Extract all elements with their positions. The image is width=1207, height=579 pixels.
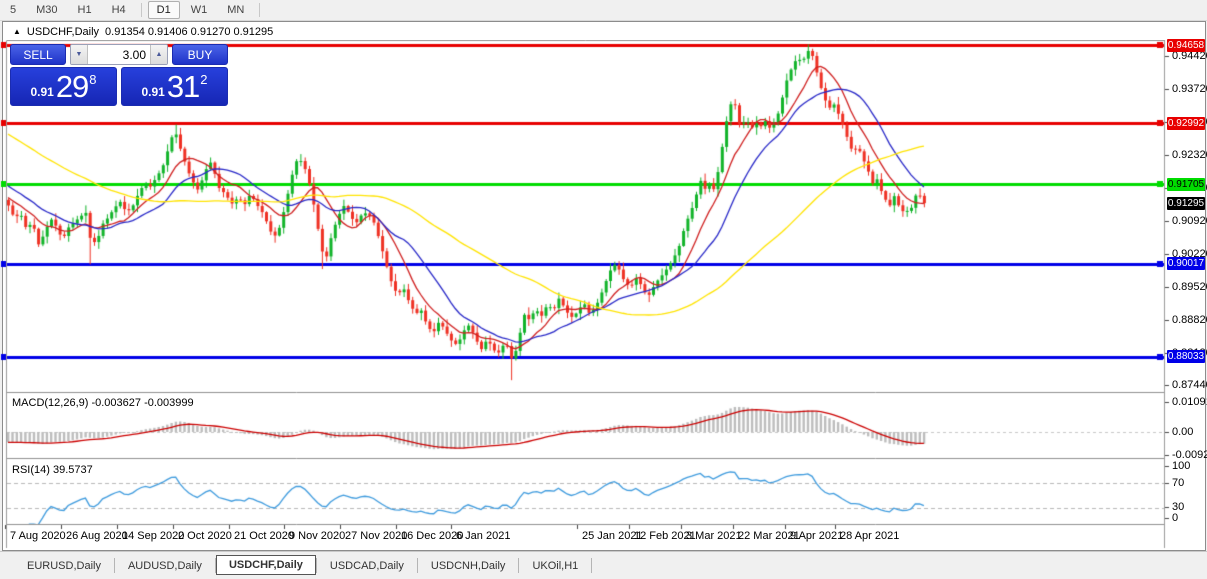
date-label: 25 Jan 2021 xyxy=(582,530,643,542)
rsi-axis-tick: 30 xyxy=(1172,501,1185,513)
date-label: 3 Mar 2021 xyxy=(686,530,742,542)
tab-separator xyxy=(416,558,418,573)
macd-axis-tick: -0.009225 xyxy=(1172,449,1207,461)
chart-title-bar[interactable]: ▲ USDCHF,Daily 0.91354 0.91406 0.91270 0… xyxy=(3,23,1173,40)
tab-usdchf-daily[interactable]: USDCHF,Daily xyxy=(215,554,316,575)
buy-price-pips: 31 xyxy=(166,68,200,104)
macd-axis-tick: 0.00 xyxy=(1172,426,1194,438)
rsi-label: RSI(14) 39.5737 xyxy=(12,464,93,476)
price-badge-current: 0.91295 xyxy=(1167,196,1205,210)
price-badge-level: 0.94658 xyxy=(1167,38,1205,52)
rsi-axis-tick: 0 xyxy=(1172,512,1179,524)
price-badge-level: 0.92992 xyxy=(1167,116,1205,130)
date-label: 2 Oct 2020 xyxy=(178,530,232,542)
collapse-triangle-icon: ▲ xyxy=(13,27,21,36)
price-axis[interactable]: 0.944200.937200.930200.923200.916200.909… xyxy=(1166,38,1207,548)
tab-separator xyxy=(113,558,115,573)
volume-decrease-button[interactable]: ▼ xyxy=(71,45,88,64)
date-label: 16 Dec 2020 xyxy=(401,530,464,542)
date-label: 28 Apr 2021 xyxy=(840,530,900,542)
volume-input[interactable] xyxy=(88,45,150,64)
tab-separator xyxy=(591,558,593,573)
date-label: 12 Feb 2021 xyxy=(634,530,696,542)
chart-tab-bar: EURUSD,Daily AUDUSD,Daily USDCHF,Daily USDC… xyxy=(0,551,1207,579)
rsi-axis-tick: 70 xyxy=(1172,477,1185,489)
sell-price-box[interactable]: 0.91 29 8 xyxy=(10,67,117,106)
date-label: 6 Jan 2021 xyxy=(456,530,511,542)
date-label: 22 Mar 2021 xyxy=(738,530,800,542)
sell-button[interactable]: SELL xyxy=(10,44,66,65)
macd-axis-tick: 0.010913 xyxy=(1172,396,1207,408)
date-label: 9 Nov 2020 xyxy=(289,530,346,542)
sell-price-point: 8 xyxy=(89,72,97,87)
tab-eurusd-daily[interactable]: EURUSD,Daily xyxy=(27,559,101,572)
date-label: 21 Oct 2020 xyxy=(234,530,294,542)
volume-increase-button[interactable]: ▲ xyxy=(150,45,167,64)
tab-separator xyxy=(518,558,520,573)
price-badge-level: 0.90017 xyxy=(1167,257,1205,271)
price-badge-level: 0.88033 xyxy=(1167,350,1205,364)
chart-symbol-title: USDCHF,Daily xyxy=(26,25,100,38)
tab-separator xyxy=(315,558,317,573)
date-axis[interactable]: 7 Aug 2020 26 Aug 2020 14 Sep 2020 2 Oct 20… xyxy=(7,527,1165,547)
tab-usdcnh-daily[interactable]: USDCNH,Daily xyxy=(430,559,506,572)
macd-label: MACD(12,26,9) -0.003627 -0.003999 xyxy=(12,397,194,409)
rsi-axis-tick: 100 xyxy=(1172,460,1191,472)
sell-price-pips: 29 xyxy=(55,68,89,104)
buy-price-box[interactable]: 0.91 31 2 xyxy=(121,67,228,106)
date-label: 26 Aug 2020 xyxy=(66,530,128,542)
one-click-trade-panel: SELL ▼ ▲ BUY 0.91 29 8 0.91 31 2 xyxy=(10,44,228,106)
ohlc-readout: 0.91354 0.91406 0.91270 0.91295 xyxy=(105,25,274,38)
date-label: 27 Nov 2020 xyxy=(345,530,408,542)
buy-price-prefix: 0.91 xyxy=(141,84,165,99)
tab-usdcad-daily[interactable]: USDCAD,Daily xyxy=(329,559,404,572)
tab-separator xyxy=(214,558,216,573)
tab-audusd-daily[interactable]: AUDUSD,Daily xyxy=(127,559,202,572)
date-label: 9 Apr 2021 xyxy=(790,530,844,542)
buy-button[interactable]: BUY xyxy=(172,44,228,65)
sell-price-prefix: 0.91 xyxy=(30,84,54,99)
tab-ukoil-h1[interactable]: UKOil,H1 xyxy=(532,559,579,572)
volume-stepper: ▼ ▲ xyxy=(70,44,168,65)
date-label: 7 Aug 2020 xyxy=(10,530,66,542)
buy-price-point: 2 xyxy=(200,72,208,87)
date-label: 14 Sep 2020 xyxy=(122,530,185,542)
price-badge-level: 0.91705 xyxy=(1167,177,1205,191)
